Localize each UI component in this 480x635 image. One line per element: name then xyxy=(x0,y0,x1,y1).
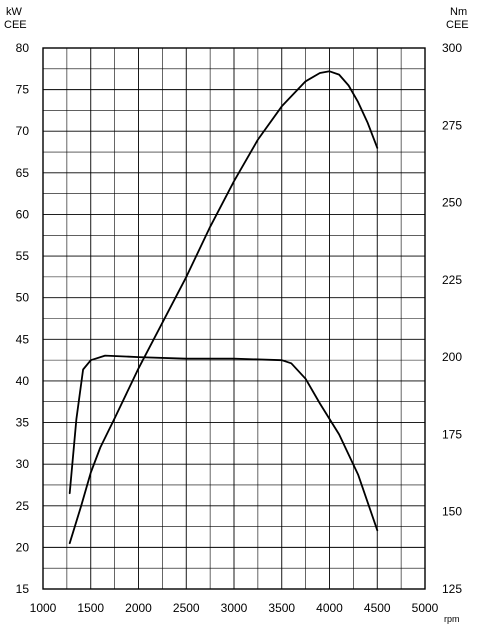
y-left-tick-label: 35 xyxy=(16,416,30,430)
y-left-tick-label: 75 xyxy=(16,83,30,97)
y-left-tick-label: 45 xyxy=(16,332,30,346)
plot-border xyxy=(42,47,426,590)
y-left-label-line1: kW xyxy=(6,6,23,18)
tick-labels: 1000 1500 2000 2500 3000 3500 4000 4500 5000 15 20… xyxy=(16,41,463,615)
x-tick-label: 4000 xyxy=(316,601,343,615)
x-axis-label: rpm xyxy=(444,614,460,624)
x-tick-label: 4500 xyxy=(364,601,391,615)
y-right-tick-label: 150 xyxy=(442,505,462,519)
plot-frame xyxy=(42,47,426,590)
x-tick-label: 1500 xyxy=(77,601,104,615)
y-right-tick-label: 250 xyxy=(442,196,462,210)
y-right-tick-label: 225 xyxy=(442,273,462,287)
y-left-tick-label: 55 xyxy=(16,249,30,263)
torque-curve xyxy=(68,354,379,532)
y-right-tick-label: 175 xyxy=(442,427,462,441)
y-right-tick-label: 275 xyxy=(442,118,462,132)
y-left-tick-label: 70 xyxy=(16,124,30,138)
x-tick-label: 3500 xyxy=(268,601,295,615)
y-left-tick-label: 80 xyxy=(16,41,30,55)
x-tick-label: 2500 xyxy=(173,601,200,615)
x-tick-label: 5000 xyxy=(412,601,439,615)
y-left-tick-label: 15 xyxy=(16,582,30,596)
x-tick-label: 1000 xyxy=(30,601,57,615)
x-tick-label: 3000 xyxy=(221,601,248,615)
y-right-tick-label: 125 xyxy=(442,582,462,596)
y-left-tick-label: 60 xyxy=(16,207,30,221)
grid xyxy=(42,47,426,590)
y-left-label-line2: CEE xyxy=(4,19,27,31)
y-right-label-line2: CEE xyxy=(446,19,469,31)
y-left-tick-label: 25 xyxy=(16,499,30,513)
y-left-tick-label: 30 xyxy=(16,457,30,471)
y-left-tick-label: 50 xyxy=(16,291,30,305)
series-group xyxy=(68,70,379,545)
y-left-tick-label: 65 xyxy=(16,166,30,180)
y-left-tick-label: 40 xyxy=(16,374,30,388)
x-tick-label: 2000 xyxy=(125,601,152,615)
y-right-tick-label: 300 xyxy=(442,41,462,55)
y-left-tick-label: 20 xyxy=(16,540,30,554)
y-right-label-line1: Nm xyxy=(450,6,467,18)
power-curve xyxy=(68,70,379,545)
y-right-tick-label: 200 xyxy=(442,350,462,364)
